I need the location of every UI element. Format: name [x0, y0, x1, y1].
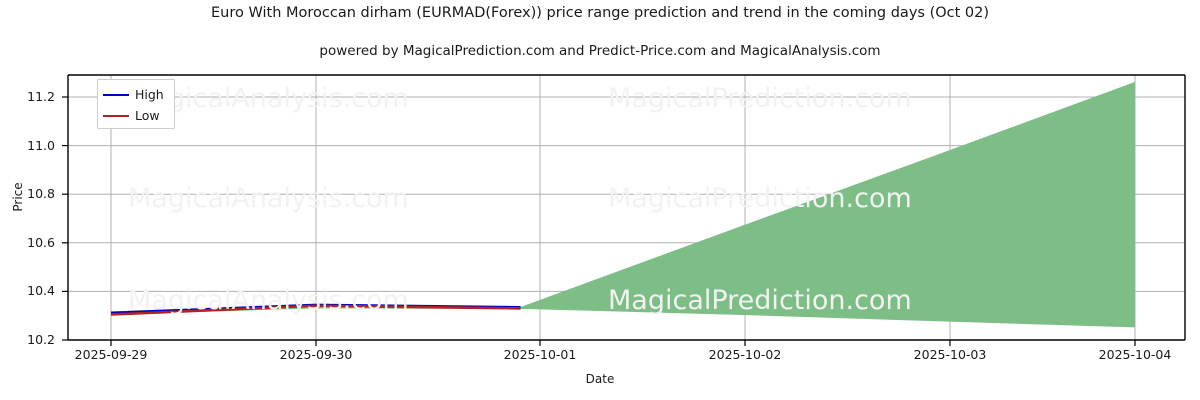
y-tick-label: 10.6 [27, 234, 55, 250]
x-tick-label: 2025-09-30 [279, 347, 353, 362]
chart-subtitle: powered by MagicalPrediction.com and Pre… [319, 43, 881, 59]
y-tick-label: 11.2 [27, 88, 55, 104]
chart-title: Euro With Moroccan dirham (EURMAD(Forex)… [210, 5, 990, 21]
chart-legend[interactable]: High Low [97, 79, 175, 129]
x-tick-label: 2025-10-02 [708, 347, 782, 362]
y-tick-label: 10.4 [27, 283, 55, 299]
axis-spines [67, 74, 1186, 341]
legend-item-high[interactable]: High [103, 85, 164, 105]
x-tick-label: 2025-09-29 [74, 347, 148, 362]
series-line-low [110, 304, 521, 316]
legend-item-low[interactable]: Low [103, 106, 160, 126]
legend-label-low: Low [135, 107, 160, 123]
prediction-range-band [111, 81, 1135, 328]
legend-swatch-low [103, 115, 129, 117]
x-axis-label: Date [585, 372, 615, 386]
x-tick-label: 2025-10-03 [913, 347, 987, 362]
axis-ticks [62, 96, 1136, 346]
y-tick-label: 11.0 [27, 137, 55, 153]
x-tick-label: 2025-10-01 [503, 347, 577, 362]
legend-label-high: High [135, 86, 164, 102]
x-tick-label: 2025-10-04 [1098, 347, 1172, 362]
y-tick-label: 10.2 [27, 331, 55, 347]
legend-swatch-high [103, 94, 129, 96]
y-tick-label: 10.8 [27, 185, 55, 201]
